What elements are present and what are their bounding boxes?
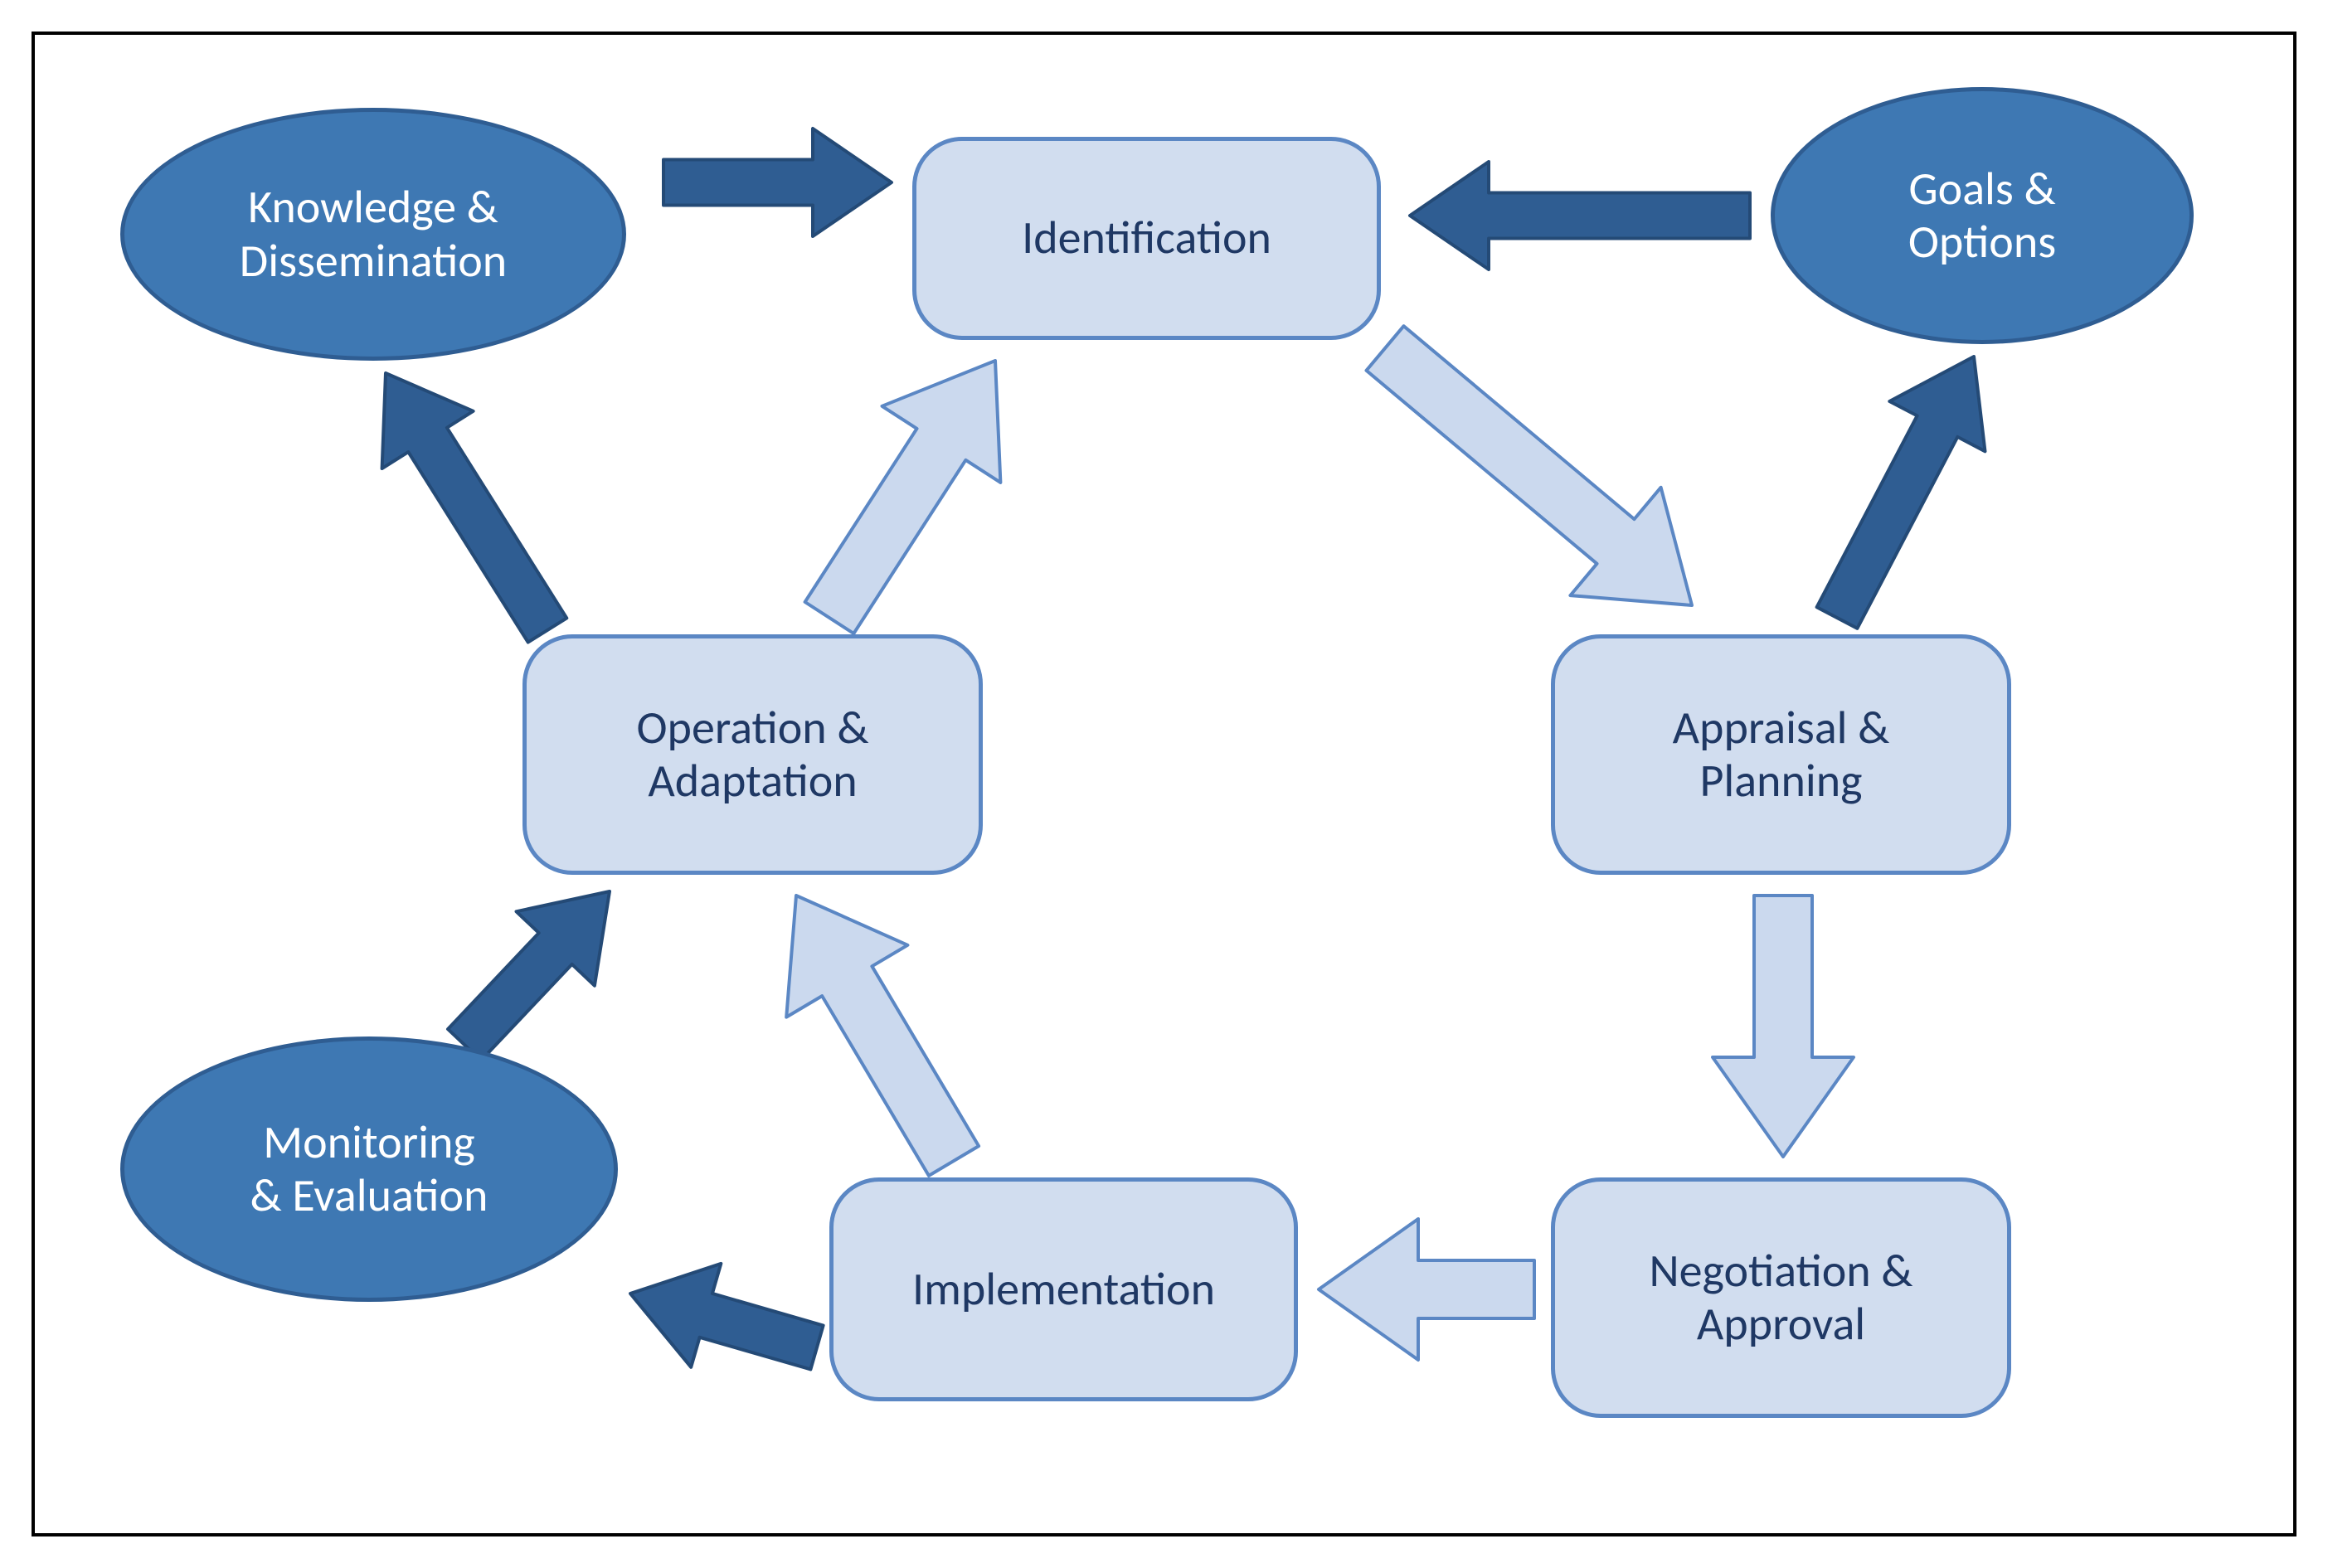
context-node-label: Knowledge &Dissemination xyxy=(240,181,507,288)
context-node-label: Monitoring& Evaluation xyxy=(250,1116,488,1223)
process-node-label: Negotiation &Approval xyxy=(1649,1245,1912,1352)
process-node-label: Implementation xyxy=(912,1263,1215,1316)
process-node-label: Appraisal &Planning xyxy=(1673,701,1890,808)
process-node-label: Operation &Adaptation xyxy=(636,701,868,808)
process-node-negotiation: Negotiation &Approval xyxy=(1551,1177,2011,1418)
context-node-knowledge: Knowledge &Dissemination xyxy=(120,108,626,361)
context-node-monitoring: Monitoring& Evaluation xyxy=(120,1036,618,1302)
process-node-implementation: Implementation xyxy=(829,1177,1298,1401)
context-node-goals: Goals &Options xyxy=(1771,87,2194,344)
diagram-canvas: Identification Appraisal &Planning Negotia… xyxy=(0,0,2328,1568)
context-node-label: Goals &Options xyxy=(1908,163,2056,269)
process-node-label: Identification xyxy=(1022,211,1271,265)
process-node-identification: Identification xyxy=(912,137,1381,340)
process-node-operation: Operation &Adaptation xyxy=(522,634,983,875)
process-node-appraisal: Appraisal &Planning xyxy=(1551,634,2011,875)
